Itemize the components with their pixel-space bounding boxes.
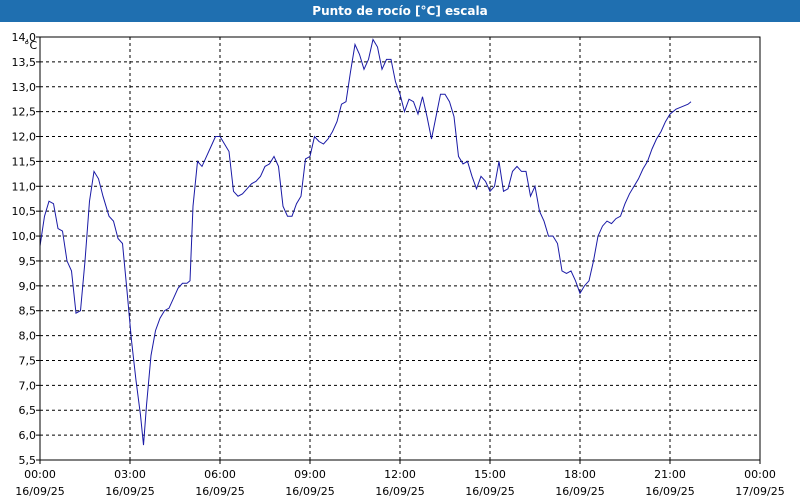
y-tick-label: 14,0: [12, 31, 37, 44]
x-tick-time-label: 09:00: [294, 468, 326, 481]
y-tick-label: 8,5: [19, 305, 37, 318]
dew-point-chart: 14,0 13,5 13,0 12,5 12,0 11,5 11,0 10,5 10,0 9,5 9…: [12, 31, 785, 498]
x-tick-date-label: 17/09/25: [735, 485, 784, 498]
x-tick-time-label: 12:00: [384, 468, 416, 481]
y-tick-label: 11,0: [12, 180, 37, 193]
y-tick-label: 6,5: [19, 404, 37, 417]
x-tick-time-label: 18:00: [564, 468, 596, 481]
y-tick-label: 9,5: [19, 255, 37, 268]
y-tick-label: 6,0: [19, 429, 37, 442]
x-tick-date-label: 16/09/25: [375, 485, 424, 498]
x-tick-time-label: 00:00: [24, 468, 56, 481]
y-tick-label: 13,5: [12, 56, 37, 69]
y-axis-ticks: 14,0 13,5 13,0 12,5 12,0 11,5 11,0 10,5 10,0 9,5 9…: [12, 31, 40, 467]
x-tick-time-label: 03:00: [114, 468, 146, 481]
y-tick-label: 12,0: [12, 131, 37, 144]
x-tick-time-label: 06:00: [204, 468, 236, 481]
chart-title: Punto de rocío [°C] escala: [312, 4, 488, 18]
y-tick-label: 5,5: [19, 454, 37, 467]
y-tick-label: 13,0: [12, 81, 37, 94]
y-tick-label: 11,5: [12, 155, 37, 168]
y-tick-label: 7,5: [19, 354, 37, 367]
plot-frame: [39, 36, 761, 461]
x-tick-time-label: 15:00: [474, 468, 506, 481]
chart-title-bar: Punto de rocío [°C] escala: [0, 0, 800, 22]
x-axis-ticks: 00:00 16/09/25 03:00 16/09/25 06:00 16/09/25 0…: [15, 460, 785, 498]
y-tick-label: 10,0: [12, 230, 37, 243]
y-tick-label: 8,0: [19, 330, 37, 343]
grid-lines: [40, 37, 760, 460]
x-tick-date-label: 16/09/25: [15, 485, 64, 498]
x-tick-date-label: 16/09/25: [555, 485, 604, 498]
series-line-dew-point: [39, 38, 692, 446]
series-layer: [39, 38, 692, 446]
y-axis-unit-label: °C: [24, 39, 38, 52]
x-tick-date-label: 16/09/25: [465, 485, 514, 498]
y-tick-label: 10,5: [12, 205, 37, 218]
x-tick-date-label: 16/09/25: [195, 485, 244, 498]
y-tick-label: 7,0: [19, 379, 37, 392]
x-tick-date-label: 16/09/25: [285, 485, 334, 498]
x-tick-date-label: 16/09/25: [645, 485, 694, 498]
x-tick-time-label: 00:00: [744, 468, 776, 481]
x-tick-time-label: 21:00: [654, 468, 686, 481]
y-tick-label: 12,5: [12, 106, 37, 119]
x-tick-date-label: 16/09/25: [105, 485, 154, 498]
y-tick-label: 9,0: [19, 280, 37, 293]
